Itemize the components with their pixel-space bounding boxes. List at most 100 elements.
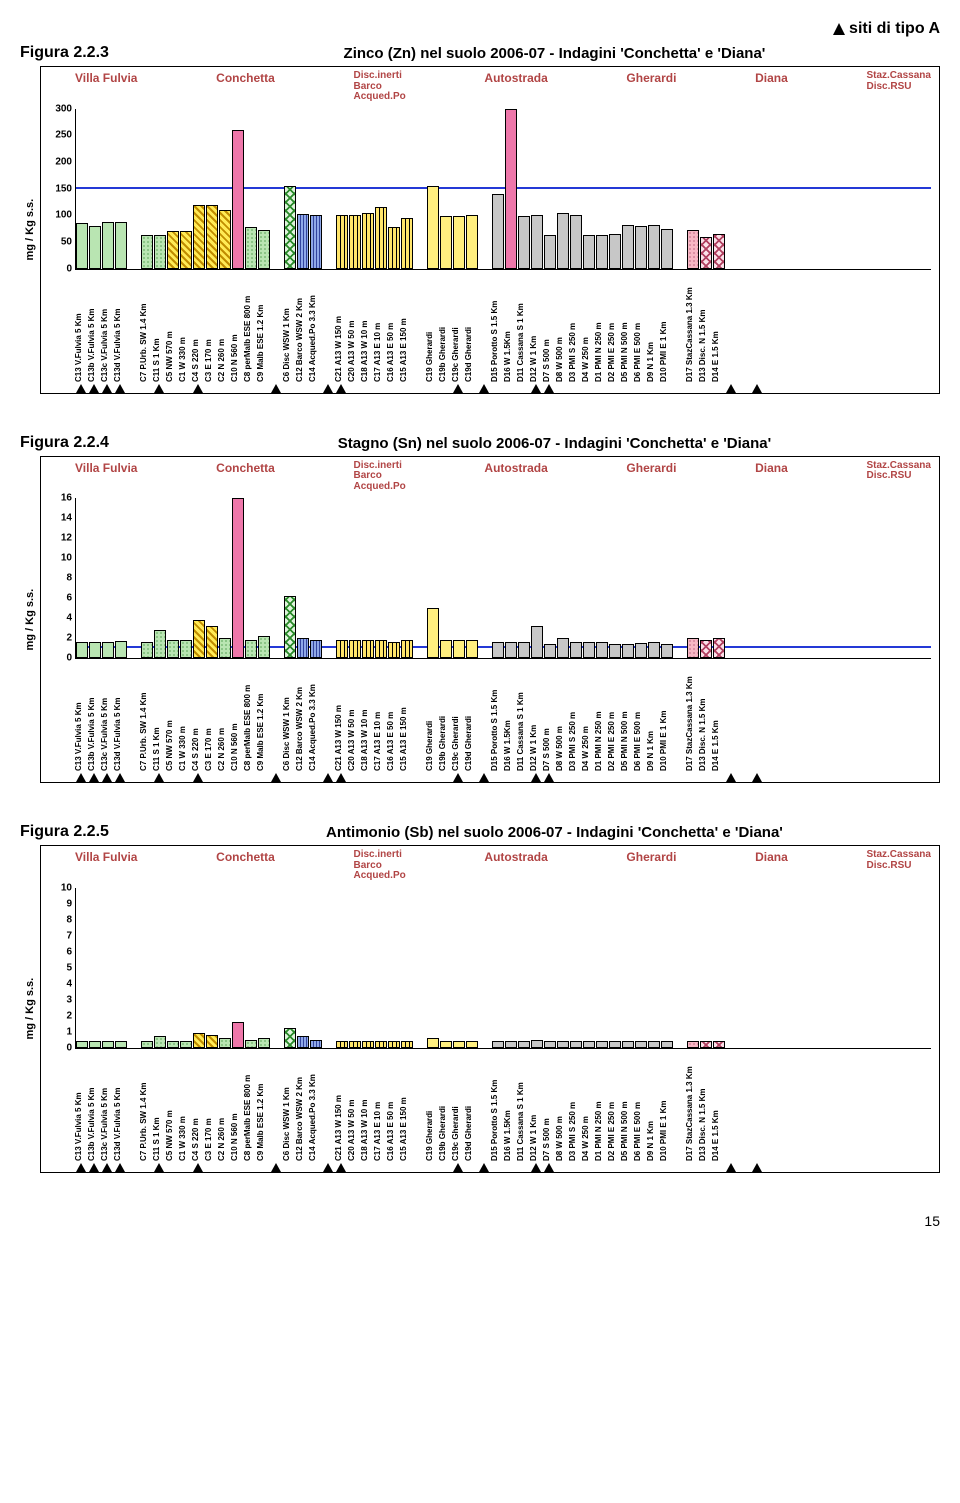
marker xyxy=(686,1163,698,1172)
marker xyxy=(751,384,763,393)
bar xyxy=(622,644,634,658)
x-label: C13b V.Fulvia 5 Km xyxy=(88,661,100,771)
bar xyxy=(648,225,660,269)
x-label: C7 P.Urb. SW 1.4 Km xyxy=(140,661,152,771)
bar xyxy=(713,234,725,269)
x-label: D5 PMI N 500 m xyxy=(621,272,633,382)
marker xyxy=(270,1163,282,1172)
bar xyxy=(427,608,439,658)
group-header: Staz.CassanaDisc.RSU xyxy=(866,71,930,103)
bar xyxy=(518,216,530,268)
bar xyxy=(375,640,387,658)
marker xyxy=(751,773,763,782)
x-label: D16 W 1.5Km xyxy=(504,1051,516,1161)
bar xyxy=(219,638,231,658)
marker xyxy=(751,1163,763,1172)
triangle-icon xyxy=(726,773,736,782)
x-label: D3 PMI S 250 m xyxy=(569,1051,581,1161)
bar-group xyxy=(141,888,270,1048)
bar xyxy=(141,1041,153,1047)
x-label: C3 E 170 m xyxy=(205,661,217,771)
x-label: C2 N 260 m xyxy=(218,272,230,382)
group-header: Staz.CassanaDisc.RSU xyxy=(866,461,930,493)
bar xyxy=(193,205,205,269)
x-label: C16 A13 E 50 m xyxy=(387,1051,399,1161)
x-label: C19b Gherardi xyxy=(439,1051,451,1161)
marker xyxy=(478,1163,490,1172)
marker xyxy=(283,773,295,782)
marker xyxy=(530,1163,542,1172)
bar-group xyxy=(492,109,673,269)
marker xyxy=(621,1163,633,1172)
x-label: C13d V.Fulvia 5 Km xyxy=(114,1051,126,1161)
marker xyxy=(452,384,464,393)
marker xyxy=(231,384,243,393)
x-label: D10 PMI E 1 Km xyxy=(660,272,672,382)
x-label: C1 W 330 m xyxy=(179,272,191,382)
marker xyxy=(88,1163,100,1172)
figure-number: Figura 2.2.4 xyxy=(20,434,109,452)
marker xyxy=(335,1163,347,1172)
bar xyxy=(89,642,101,658)
marker xyxy=(244,773,256,782)
marker xyxy=(465,384,477,393)
triangle-icon xyxy=(726,1163,736,1172)
marker xyxy=(660,773,672,782)
group-header: Villa Fulvia xyxy=(75,461,137,493)
figure-block: Figura 2.2.3 Zinco (Zn) nel suolo 2006-0… xyxy=(20,44,940,394)
marker xyxy=(192,773,204,782)
marker xyxy=(218,384,230,393)
x-label: C18 A13 W 10 m xyxy=(361,272,373,382)
marker xyxy=(387,1163,399,1172)
marker xyxy=(569,773,581,782)
bar xyxy=(713,1041,725,1047)
x-label: D3 PMI S 250 m xyxy=(569,272,581,382)
top-legend-text: siti di tipo A xyxy=(849,20,940,37)
bar xyxy=(440,1041,452,1047)
marker xyxy=(257,773,269,782)
marker xyxy=(413,384,425,393)
marker xyxy=(335,384,347,393)
triangle-icon xyxy=(336,1163,346,1172)
marker xyxy=(179,384,191,393)
group-header: Gherardi xyxy=(626,71,676,103)
marker xyxy=(517,1163,529,1172)
bar-group xyxy=(687,888,725,1048)
bar xyxy=(154,1036,166,1047)
marker xyxy=(361,1163,373,1172)
x-label: C20 A13 W 50 m xyxy=(348,661,360,771)
bar xyxy=(401,640,413,658)
bar xyxy=(583,235,595,268)
x-label: D11 Cassana S 1 Km xyxy=(517,661,529,771)
group-header: Villa Fulvia xyxy=(75,71,137,103)
triangle-icon xyxy=(726,384,736,393)
x-label: C4 S 220 m xyxy=(192,661,204,771)
y-tick: 1 xyxy=(66,1026,72,1037)
triangle-icon xyxy=(531,384,541,393)
x-label: D15 Porotto S 1.5 Km xyxy=(491,272,503,382)
figure-block: Figura 2.2.4 Stagno (Sn) nel suolo 2006-… xyxy=(20,434,940,784)
triangle-icon xyxy=(752,773,762,782)
marker xyxy=(530,773,542,782)
marker xyxy=(75,773,87,782)
bar xyxy=(635,226,647,269)
bar xyxy=(232,498,244,658)
x-label: C17 A13 E 10 m xyxy=(374,1051,386,1161)
bar xyxy=(245,227,257,269)
bar-group xyxy=(427,109,478,269)
x-label: D7 S 500 m xyxy=(543,1051,555,1161)
marker xyxy=(478,773,490,782)
marker xyxy=(309,1163,321,1172)
y-tick: 7 xyxy=(66,930,72,941)
x-label: D7 S 500 m xyxy=(543,272,555,382)
marker xyxy=(101,1163,113,1172)
x-label: C7 P.Urb. SW 1.4 Km xyxy=(140,272,152,382)
y-tick: 2 xyxy=(66,1010,72,1021)
x-label: D15 Porotto S 1.5 Km xyxy=(491,661,503,771)
bar xyxy=(102,642,114,658)
x-label: C3 E 170 m xyxy=(205,1051,217,1161)
x-label: D4 W 250 m xyxy=(582,272,594,382)
bar xyxy=(570,215,582,268)
y-tick: 5 xyxy=(66,962,72,973)
x-label: D14 E 1.5 Km xyxy=(712,272,724,382)
